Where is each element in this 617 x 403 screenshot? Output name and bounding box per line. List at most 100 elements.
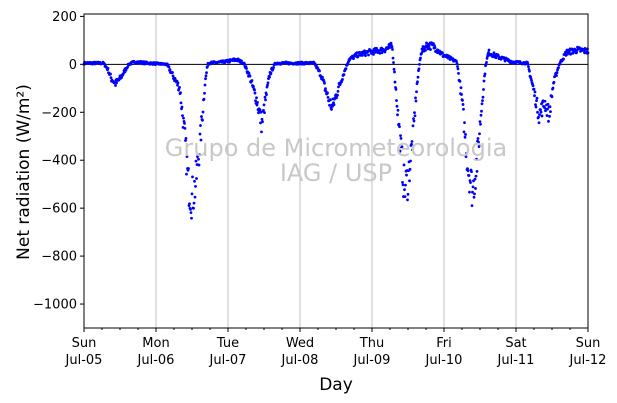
y-tick-label: −800 [41, 250, 77, 265]
data-point [321, 75, 324, 79]
data-point [404, 183, 407, 187]
data-point [469, 181, 472, 184]
data-point [463, 121, 466, 125]
data-point [374, 50, 377, 54]
data-point [533, 94, 536, 98]
data-point [268, 75, 271, 79]
data-point [255, 96, 258, 100]
data-point [476, 137, 480, 140]
data-point [326, 96, 330, 99]
data-point [203, 83, 207, 87]
data-point [393, 80, 397, 84]
data-point [571, 51, 575, 55]
data-point [399, 136, 403, 140]
data-point [179, 101, 183, 105]
data-point [189, 211, 193, 215]
data-point [394, 88, 398, 91]
data-point [330, 108, 333, 111]
data-point [548, 105, 552, 109]
data-point [193, 195, 197, 199]
data-point [401, 183, 405, 187]
data-point [263, 95, 267, 99]
data-point [550, 95, 554, 99]
data-point [245, 67, 248, 70]
data-point [467, 174, 471, 177]
data-point [389, 41, 393, 45]
data-point [531, 84, 535, 88]
data-point [190, 192, 194, 196]
data-point [475, 170, 479, 173]
data-point [189, 208, 192, 211]
data-point [474, 187, 477, 190]
data-point [461, 103, 465, 106]
data-point [405, 173, 408, 177]
x-tick-label-day: Wed [286, 336, 314, 351]
data-point [537, 121, 541, 125]
data-point [201, 118, 204, 122]
data-point [352, 57, 355, 61]
data-point [181, 114, 184, 118]
x-tick-label-date: Jul-05 [65, 353, 103, 368]
data-point [168, 68, 172, 72]
data-point [243, 62, 246, 66]
data-point [390, 45, 394, 49]
data-point [355, 51, 359, 55]
x-tick-label-date: Jul-12 [569, 353, 607, 368]
data-point [183, 126, 187, 130]
data-point [425, 41, 428, 45]
data-point [408, 179, 411, 183]
data-point [248, 74, 252, 78]
data-point [477, 145, 481, 148]
data-point [462, 107, 465, 111]
data-point [472, 195, 476, 199]
data-point [336, 89, 340, 93]
data-point [264, 98, 267, 102]
data-point [198, 153, 201, 157]
data-point [562, 57, 565, 61]
data-point [205, 71, 208, 75]
data-point [272, 66, 275, 69]
x-tick-label-day: Sun [72, 336, 97, 351]
data-point [414, 99, 418, 103]
data-point [557, 66, 560, 70]
data-point [247, 71, 251, 75]
watermark: Grupo de Micrometeorologia IAG / USP [165, 134, 507, 187]
data-point [406, 198, 409, 202]
x-tick-label-date: Jul-07 [209, 353, 247, 368]
data-point [473, 177, 477, 181]
data-point [393, 70, 396, 74]
data-point [197, 163, 201, 167]
data-point [183, 122, 186, 125]
data-point [417, 67, 421, 71]
data-point [471, 190, 474, 194]
data-point [539, 110, 543, 114]
data-point [415, 90, 418, 94]
data-point [126, 65, 129, 69]
x-tick-label-date: Jul-11 [497, 353, 535, 368]
x-tick-label-day: Tue [216, 336, 239, 351]
data-point [551, 86, 555, 90]
data-point [397, 122, 401, 126]
data-point [485, 60, 488, 64]
data-point [546, 102, 550, 106]
data-point [575, 51, 578, 55]
data-point [456, 65, 459, 68]
data-point [383, 50, 387, 54]
y-tick-label: −400 [41, 154, 77, 169]
data-point [535, 96, 539, 100]
y-tick-label: −200 [41, 106, 77, 121]
data-point [470, 204, 474, 208]
data-point [416, 80, 419, 84]
data-point [109, 76, 113, 80]
data-point [411, 124, 415, 128]
data-point [534, 105, 538, 109]
data-point [258, 108, 262, 112]
data-point [323, 81, 326, 85]
data-point [171, 71, 174, 74]
data-point [263, 111, 266, 115]
data-point [481, 99, 484, 103]
data-point [400, 145, 404, 149]
data-point [548, 114, 551, 118]
x-tick-label-day: Mon [142, 336, 169, 351]
data-point [326, 91, 329, 95]
